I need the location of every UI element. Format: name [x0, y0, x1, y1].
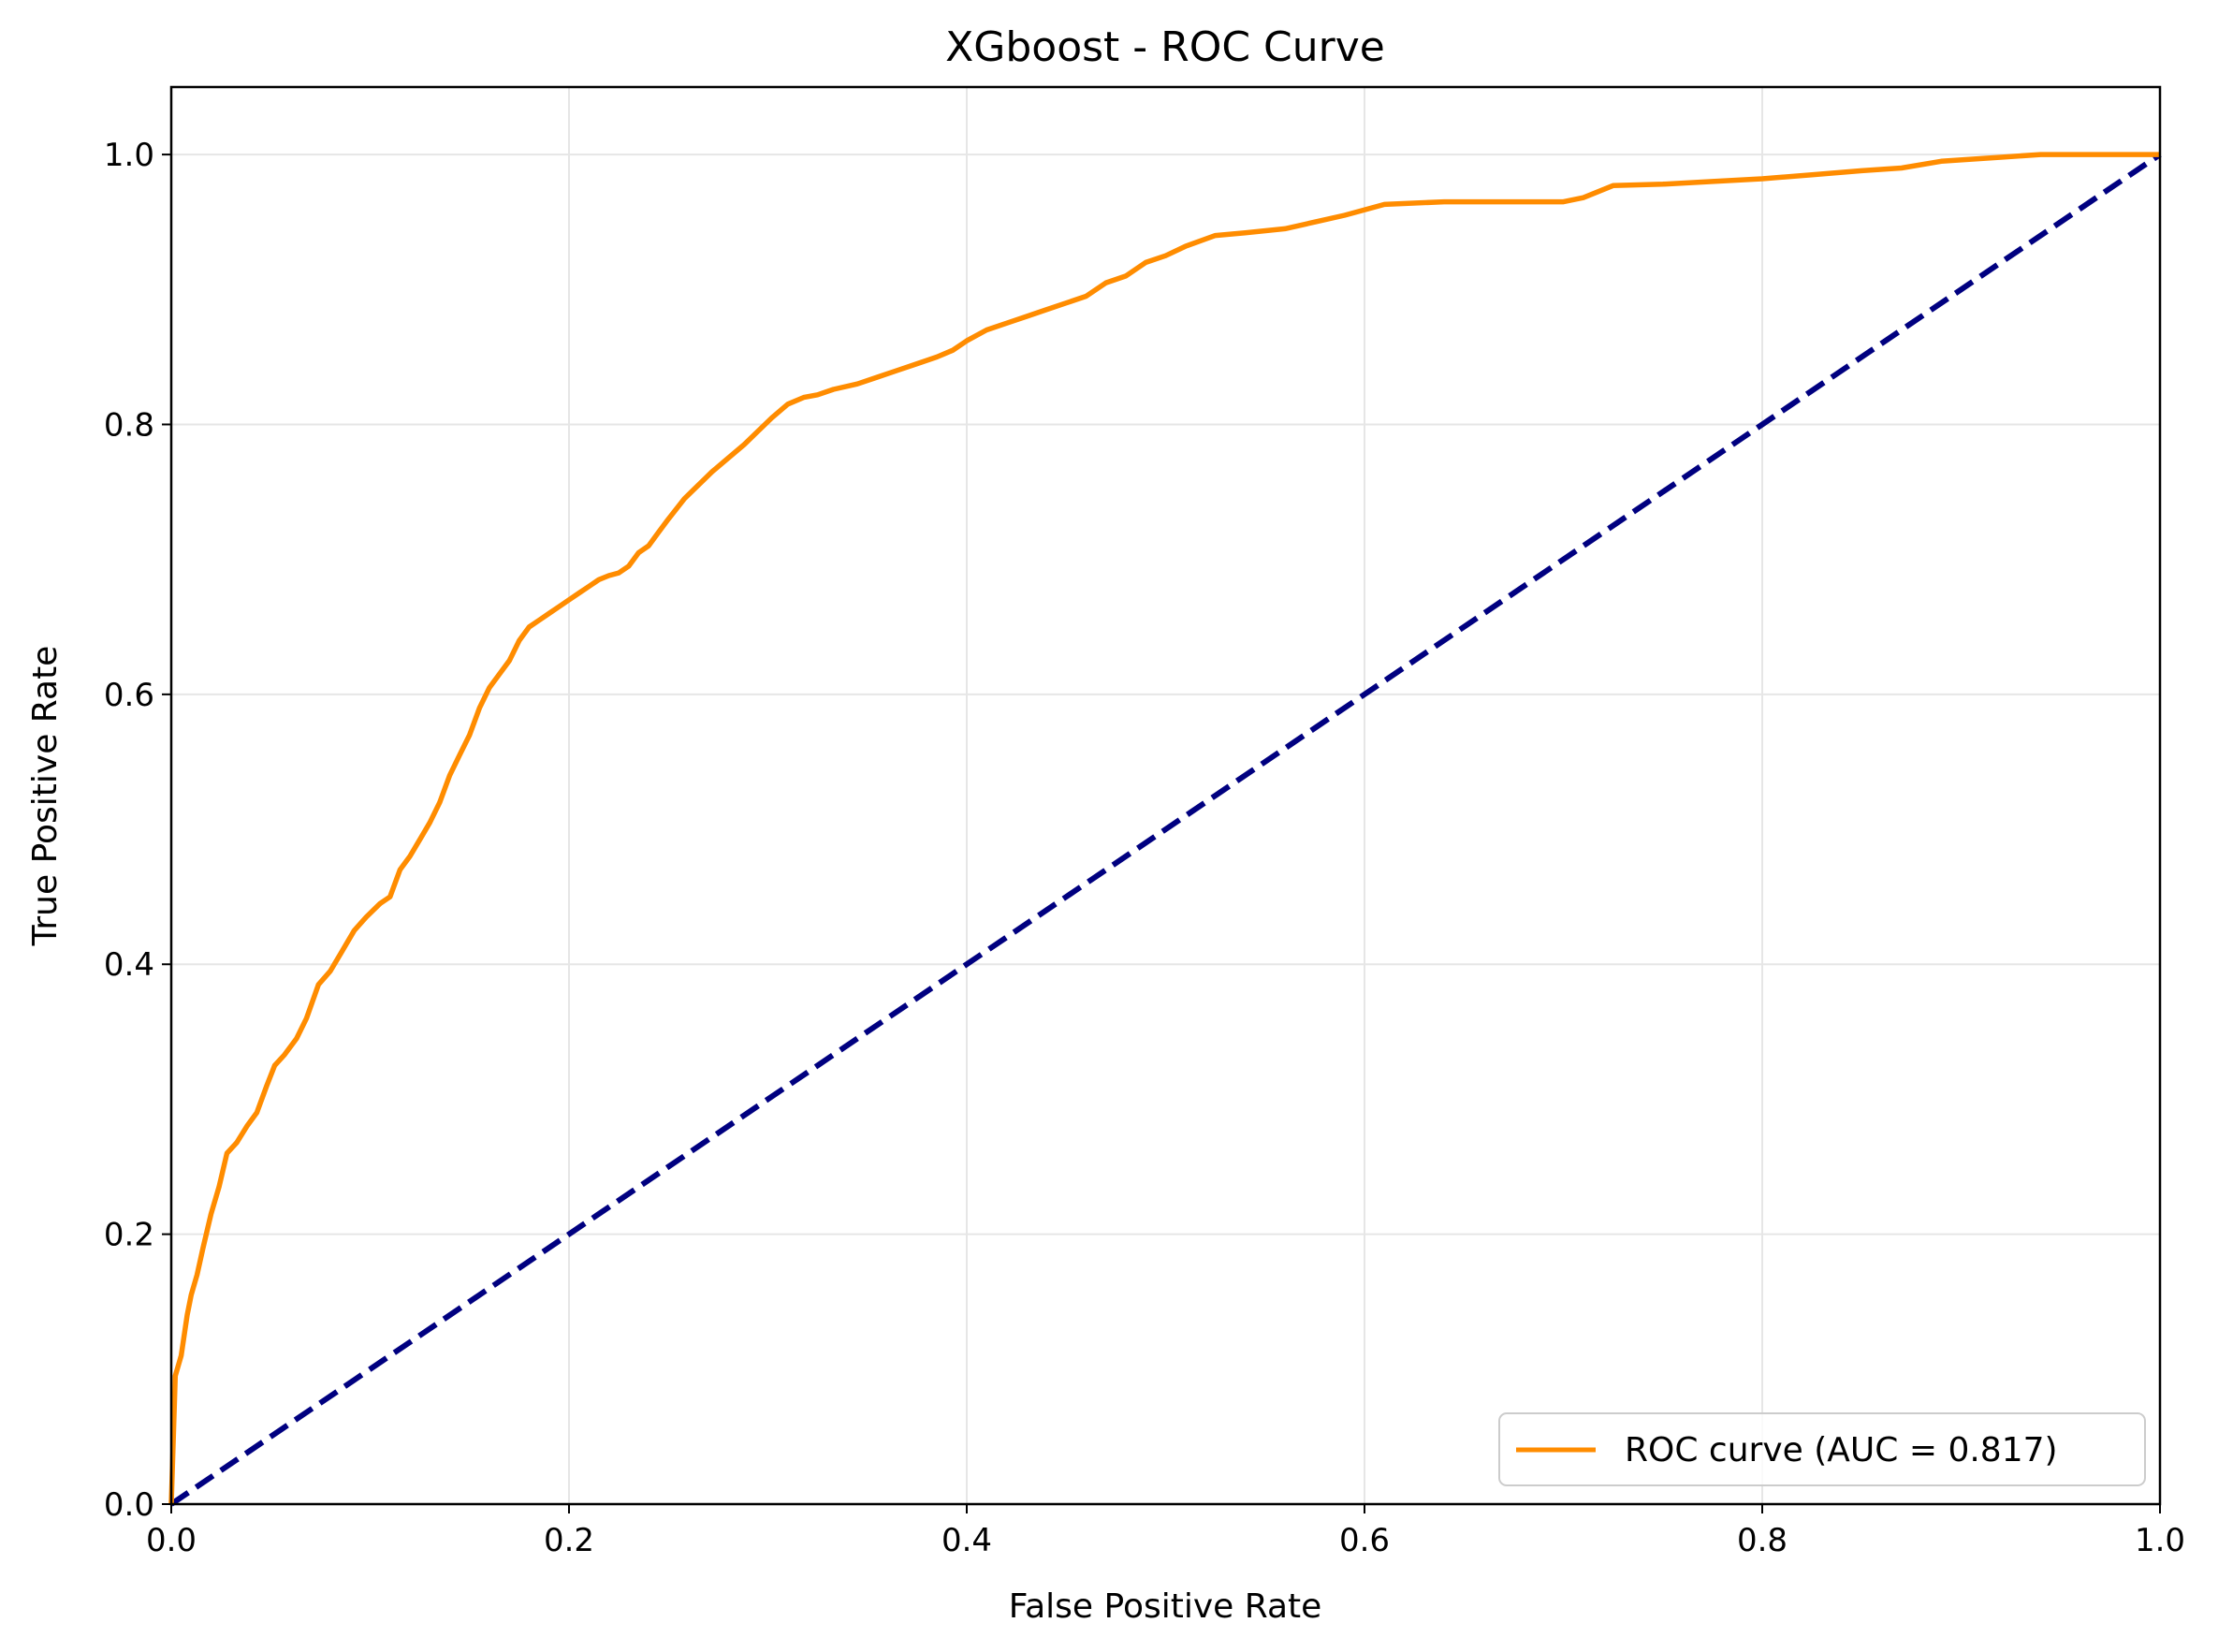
chance-diagonal-line: [169, 152, 2162, 1507]
x-tick-label: 0.2: [544, 1522, 594, 1559]
plot-series: [168, 152, 2162, 1507]
x-tick-label: 0.8: [1737, 1522, 1788, 1559]
x-tick-label: 1.0: [2135, 1522, 2185, 1559]
axis-ticks: 0.0 0.2 0.4 0.6 0.8 1.0 0.0 0.2 0.4 0.6 0.8 1.0: [104, 137, 2185, 1559]
legend: ROC curve (AUC = 0.817): [1498, 1412, 2146, 1486]
legend-label-roc-curve: ROC curve (AUC = 0.817): [1625, 1431, 2058, 1469]
x-tick-label: 0.6: [1339, 1522, 1390, 1559]
x-tick-label: 0.4: [941, 1522, 992, 1559]
roc-curve-line: [168, 152, 2160, 1505]
y-tick-label: 0.6: [104, 677, 154, 714]
x-tick-label: 0.0: [146, 1522, 197, 1559]
y-tick-label: 0.0: [104, 1486, 154, 1524]
y-tick-label: 0.2: [104, 1217, 154, 1254]
y-axis-label: True Positive Rate: [26, 646, 65, 947]
y-tick-label: 0.8: [104, 406, 154, 444]
y-tick-label: 0.4: [104, 946, 154, 984]
plot-frame: [169, 85, 2162, 1506]
y-tick-label: 1.0: [104, 137, 154, 174]
legend-box: [1498, 1412, 2146, 1486]
x-axis-label: False Positive Rate: [1009, 1587, 1322, 1626]
chart-title: XGboost - ROC Curve: [945, 23, 1385, 71]
